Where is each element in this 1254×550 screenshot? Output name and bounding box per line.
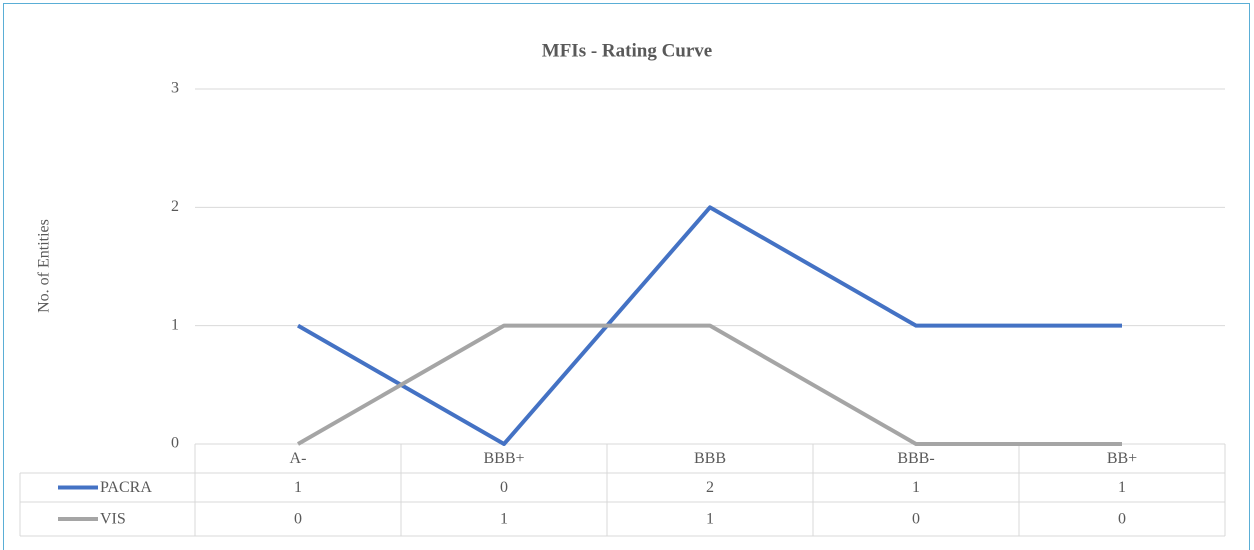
chart-title: MFIs - Rating Curve [542, 40, 712, 61]
table-value: 0 [294, 511, 302, 528]
table-value: 1 [500, 511, 508, 528]
line-series [297, 205, 1122, 446]
table-value: 1 [912, 479, 920, 496]
legend-label: VIS [100, 511, 126, 528]
x-tick-label: BBB [694, 450, 726, 467]
x-tick-label: BBB- [897, 450, 934, 467]
line-series [297, 323, 1122, 446]
table-value: 0 [500, 479, 508, 496]
y-axis-label: No. of Entities [36, 219, 53, 313]
table-value: 2 [706, 479, 714, 496]
y-tick-label: 1 [171, 316, 179, 333]
legend-label: PACRA [100, 479, 152, 496]
x-tick-label: A- [290, 450, 307, 467]
y-tick-label: 3 [171, 80, 179, 97]
chart-frame [3, 3, 1250, 550]
y-tick-label: 0 [171, 435, 179, 452]
table-value: 1 [294, 479, 302, 496]
x-tick-label: BB+ [1107, 450, 1137, 467]
table-value: 0 [912, 511, 920, 528]
table-value: 0 [1118, 511, 1126, 528]
table-value: 1 [1118, 479, 1126, 496]
table-value: 1 [706, 511, 714, 528]
y-tick-label: 2 [171, 198, 179, 215]
x-tick-label: BBB+ [483, 450, 524, 467]
